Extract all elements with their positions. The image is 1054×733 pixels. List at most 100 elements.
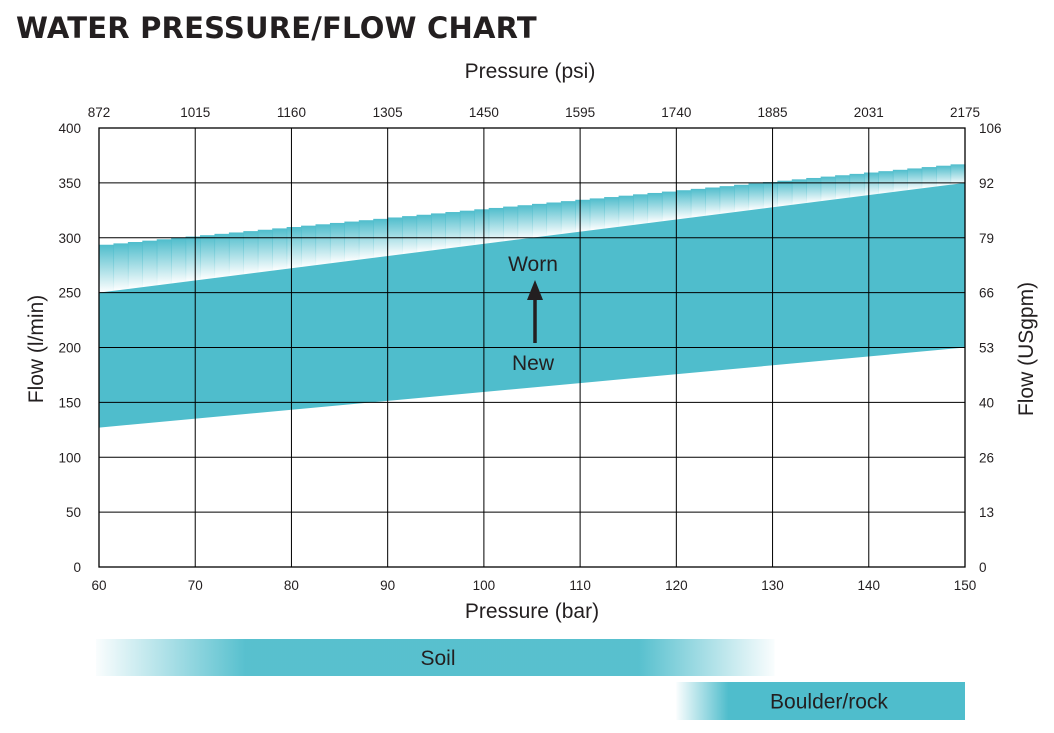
y2-tick-label: 92 xyxy=(979,176,994,191)
flow-band-fade xyxy=(835,175,851,200)
flow-band-fade xyxy=(459,210,475,247)
flow-band-fade xyxy=(99,244,115,293)
x-tick-label: 70 xyxy=(188,578,203,593)
flow-band-fade xyxy=(156,239,172,286)
flow-band-fade xyxy=(142,240,158,288)
y2-tick-label: 53 xyxy=(979,341,994,356)
flow-band-fade xyxy=(777,180,793,207)
x-tick-label: 140 xyxy=(858,578,881,593)
flow-band-fade xyxy=(791,179,807,205)
flow-band-fade xyxy=(416,214,432,253)
flow-band-fade xyxy=(257,229,273,273)
flow-band-fade xyxy=(604,197,620,229)
flow-band-fade xyxy=(719,186,735,215)
flow-band-fade xyxy=(647,192,663,224)
flow-band-fade xyxy=(734,184,750,213)
y-tick-label: 50 xyxy=(66,505,81,520)
flow-band-fade xyxy=(171,237,187,284)
flow-band-fade xyxy=(373,218,389,258)
x2-tick-label: 1450 xyxy=(469,105,499,120)
x-axis-title: Pressure (bar) xyxy=(465,600,599,623)
flow-band-fade xyxy=(892,169,908,193)
y2-axis-title: Flow (USgpm) xyxy=(1015,282,1038,416)
y-tick-label: 400 xyxy=(58,121,81,136)
x2-tick-label: 872 xyxy=(88,105,111,120)
flow-band-fade xyxy=(633,194,649,226)
flow-band-fade xyxy=(575,199,591,233)
flow-band-fade xyxy=(301,225,317,268)
flow-band-fade xyxy=(589,198,605,231)
flow-band-fade xyxy=(863,172,879,196)
flow-band-fade xyxy=(820,176,836,202)
flow-band-fade xyxy=(849,173,865,198)
y2-tick-label: 40 xyxy=(979,395,994,410)
x-tick-label: 90 xyxy=(380,578,395,593)
flow-band-fade xyxy=(228,232,244,277)
flow-band-fade xyxy=(517,205,533,240)
flow-band-fade xyxy=(618,195,634,227)
x2-tick-label: 2175 xyxy=(950,105,980,120)
flow-band-fade xyxy=(907,168,923,191)
worn-label: Worn xyxy=(508,253,558,276)
flow-band-fade xyxy=(546,202,562,237)
x2-axis-title: Pressure (psi) xyxy=(465,60,596,83)
x-tick-label: 120 xyxy=(665,578,688,593)
flow-band-fade xyxy=(387,217,403,257)
y2-tick-label: 79 xyxy=(979,231,994,246)
boulder-rock-range-label: Boulder/rock xyxy=(770,691,888,714)
x-tick-label: 60 xyxy=(91,578,106,593)
x2-tick-label: 1305 xyxy=(373,105,403,120)
y-tick-label: 100 xyxy=(58,450,81,465)
plot-frame xyxy=(98,127,966,568)
flow-band-fade xyxy=(445,212,461,249)
flow-band-fade xyxy=(560,201,576,235)
y-tick-label: 250 xyxy=(58,286,81,301)
y-tick-label: 300 xyxy=(58,231,81,246)
flow-band-fade xyxy=(214,233,230,279)
flow-band-fade xyxy=(329,222,345,264)
flow-band-fade xyxy=(430,213,446,251)
flow-band-fade xyxy=(358,220,374,260)
soil-range-label: Soil xyxy=(420,647,455,670)
x2-tick-label: 1160 xyxy=(277,105,306,120)
y-tick-label: 0 xyxy=(73,560,81,575)
x2-tick-label: 2031 xyxy=(854,105,884,120)
y2-tick-label: 26 xyxy=(979,450,994,465)
x-tick-label: 150 xyxy=(954,578,977,593)
flow-band-fade xyxy=(113,243,129,291)
x-tick-label: 100 xyxy=(473,578,496,593)
y2-tick-label: 66 xyxy=(979,286,994,301)
flow-band-fade xyxy=(936,165,952,187)
flow-band-fade xyxy=(344,221,360,262)
y-tick-label: 350 xyxy=(58,176,81,191)
y2-tick-label: 0 xyxy=(979,560,987,575)
new-label: New xyxy=(512,352,555,375)
flow-band-fade xyxy=(676,190,692,220)
flow-band-fade xyxy=(402,216,418,255)
soil-range-bar xyxy=(96,639,775,676)
y2-tick-label: 13 xyxy=(979,505,994,520)
flow-band-fade xyxy=(243,231,259,275)
flow-band-fade xyxy=(921,167,937,189)
flow-band-fade xyxy=(661,191,677,222)
y-tick-label: 200 xyxy=(58,341,81,356)
x-tick-label: 80 xyxy=(284,578,299,593)
flow-band-fade xyxy=(690,188,706,218)
flow-band-fade xyxy=(272,228,288,271)
flow-band-fade xyxy=(762,182,778,209)
flow-band-fade xyxy=(806,177,822,204)
flow-band-fade xyxy=(200,235,216,280)
flow-band-fade xyxy=(488,207,504,244)
x-tick-label: 110 xyxy=(569,578,591,593)
flow-band-fade xyxy=(950,164,966,185)
flow-band-fade xyxy=(705,187,721,216)
x2-tick-label: 1015 xyxy=(180,105,210,120)
x2-tick-label: 1740 xyxy=(661,105,691,120)
boulder-rock-range-bar xyxy=(676,682,965,720)
x2-tick-label: 1885 xyxy=(758,105,788,120)
x-tick-label: 130 xyxy=(761,578,784,593)
flow-band-fade xyxy=(503,206,519,242)
flow-band-solid xyxy=(99,182,965,428)
arrow-up-icon xyxy=(527,280,543,300)
